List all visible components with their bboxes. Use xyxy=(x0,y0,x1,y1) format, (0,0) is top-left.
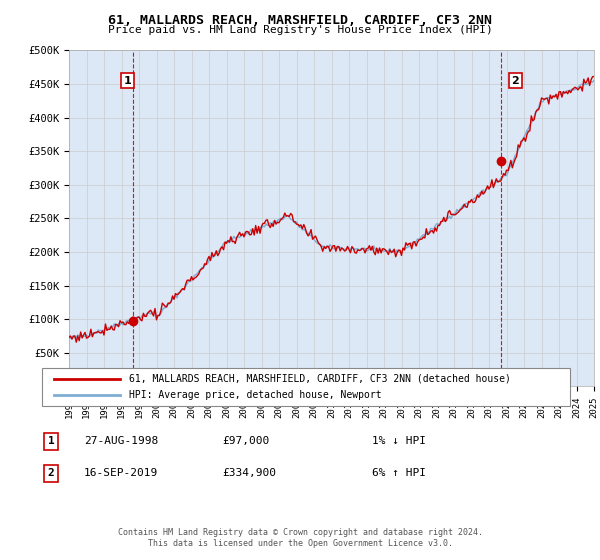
Text: 2: 2 xyxy=(512,76,520,86)
Text: Price paid vs. HM Land Registry's House Price Index (HPI): Price paid vs. HM Land Registry's House … xyxy=(107,25,493,35)
Text: 6% ↑ HPI: 6% ↑ HPI xyxy=(372,468,426,478)
Text: 61, MALLARDS REACH, MARSHFIELD, CARDIFF, CF3 2NN (detached house): 61, MALLARDS REACH, MARSHFIELD, CARDIFF,… xyxy=(129,374,511,384)
Text: 1% ↓ HPI: 1% ↓ HPI xyxy=(372,436,426,446)
Text: 1: 1 xyxy=(124,76,131,86)
Text: HPI: Average price, detached house, Newport: HPI: Average price, detached house, Newp… xyxy=(129,390,382,400)
Text: Contains HM Land Registry data © Crown copyright and database right 2024.
This d: Contains HM Land Registry data © Crown c… xyxy=(118,528,482,548)
Text: £334,900: £334,900 xyxy=(222,468,276,478)
Text: £97,000: £97,000 xyxy=(222,436,269,446)
Text: 2: 2 xyxy=(47,468,55,478)
Text: 1: 1 xyxy=(47,436,55,446)
Text: 61, MALLARDS REACH, MARSHFIELD, CARDIFF, CF3 2NN: 61, MALLARDS REACH, MARSHFIELD, CARDIFF,… xyxy=(108,14,492,27)
Text: 27-AUG-1998: 27-AUG-1998 xyxy=(84,436,158,446)
Text: 16-SEP-2019: 16-SEP-2019 xyxy=(84,468,158,478)
